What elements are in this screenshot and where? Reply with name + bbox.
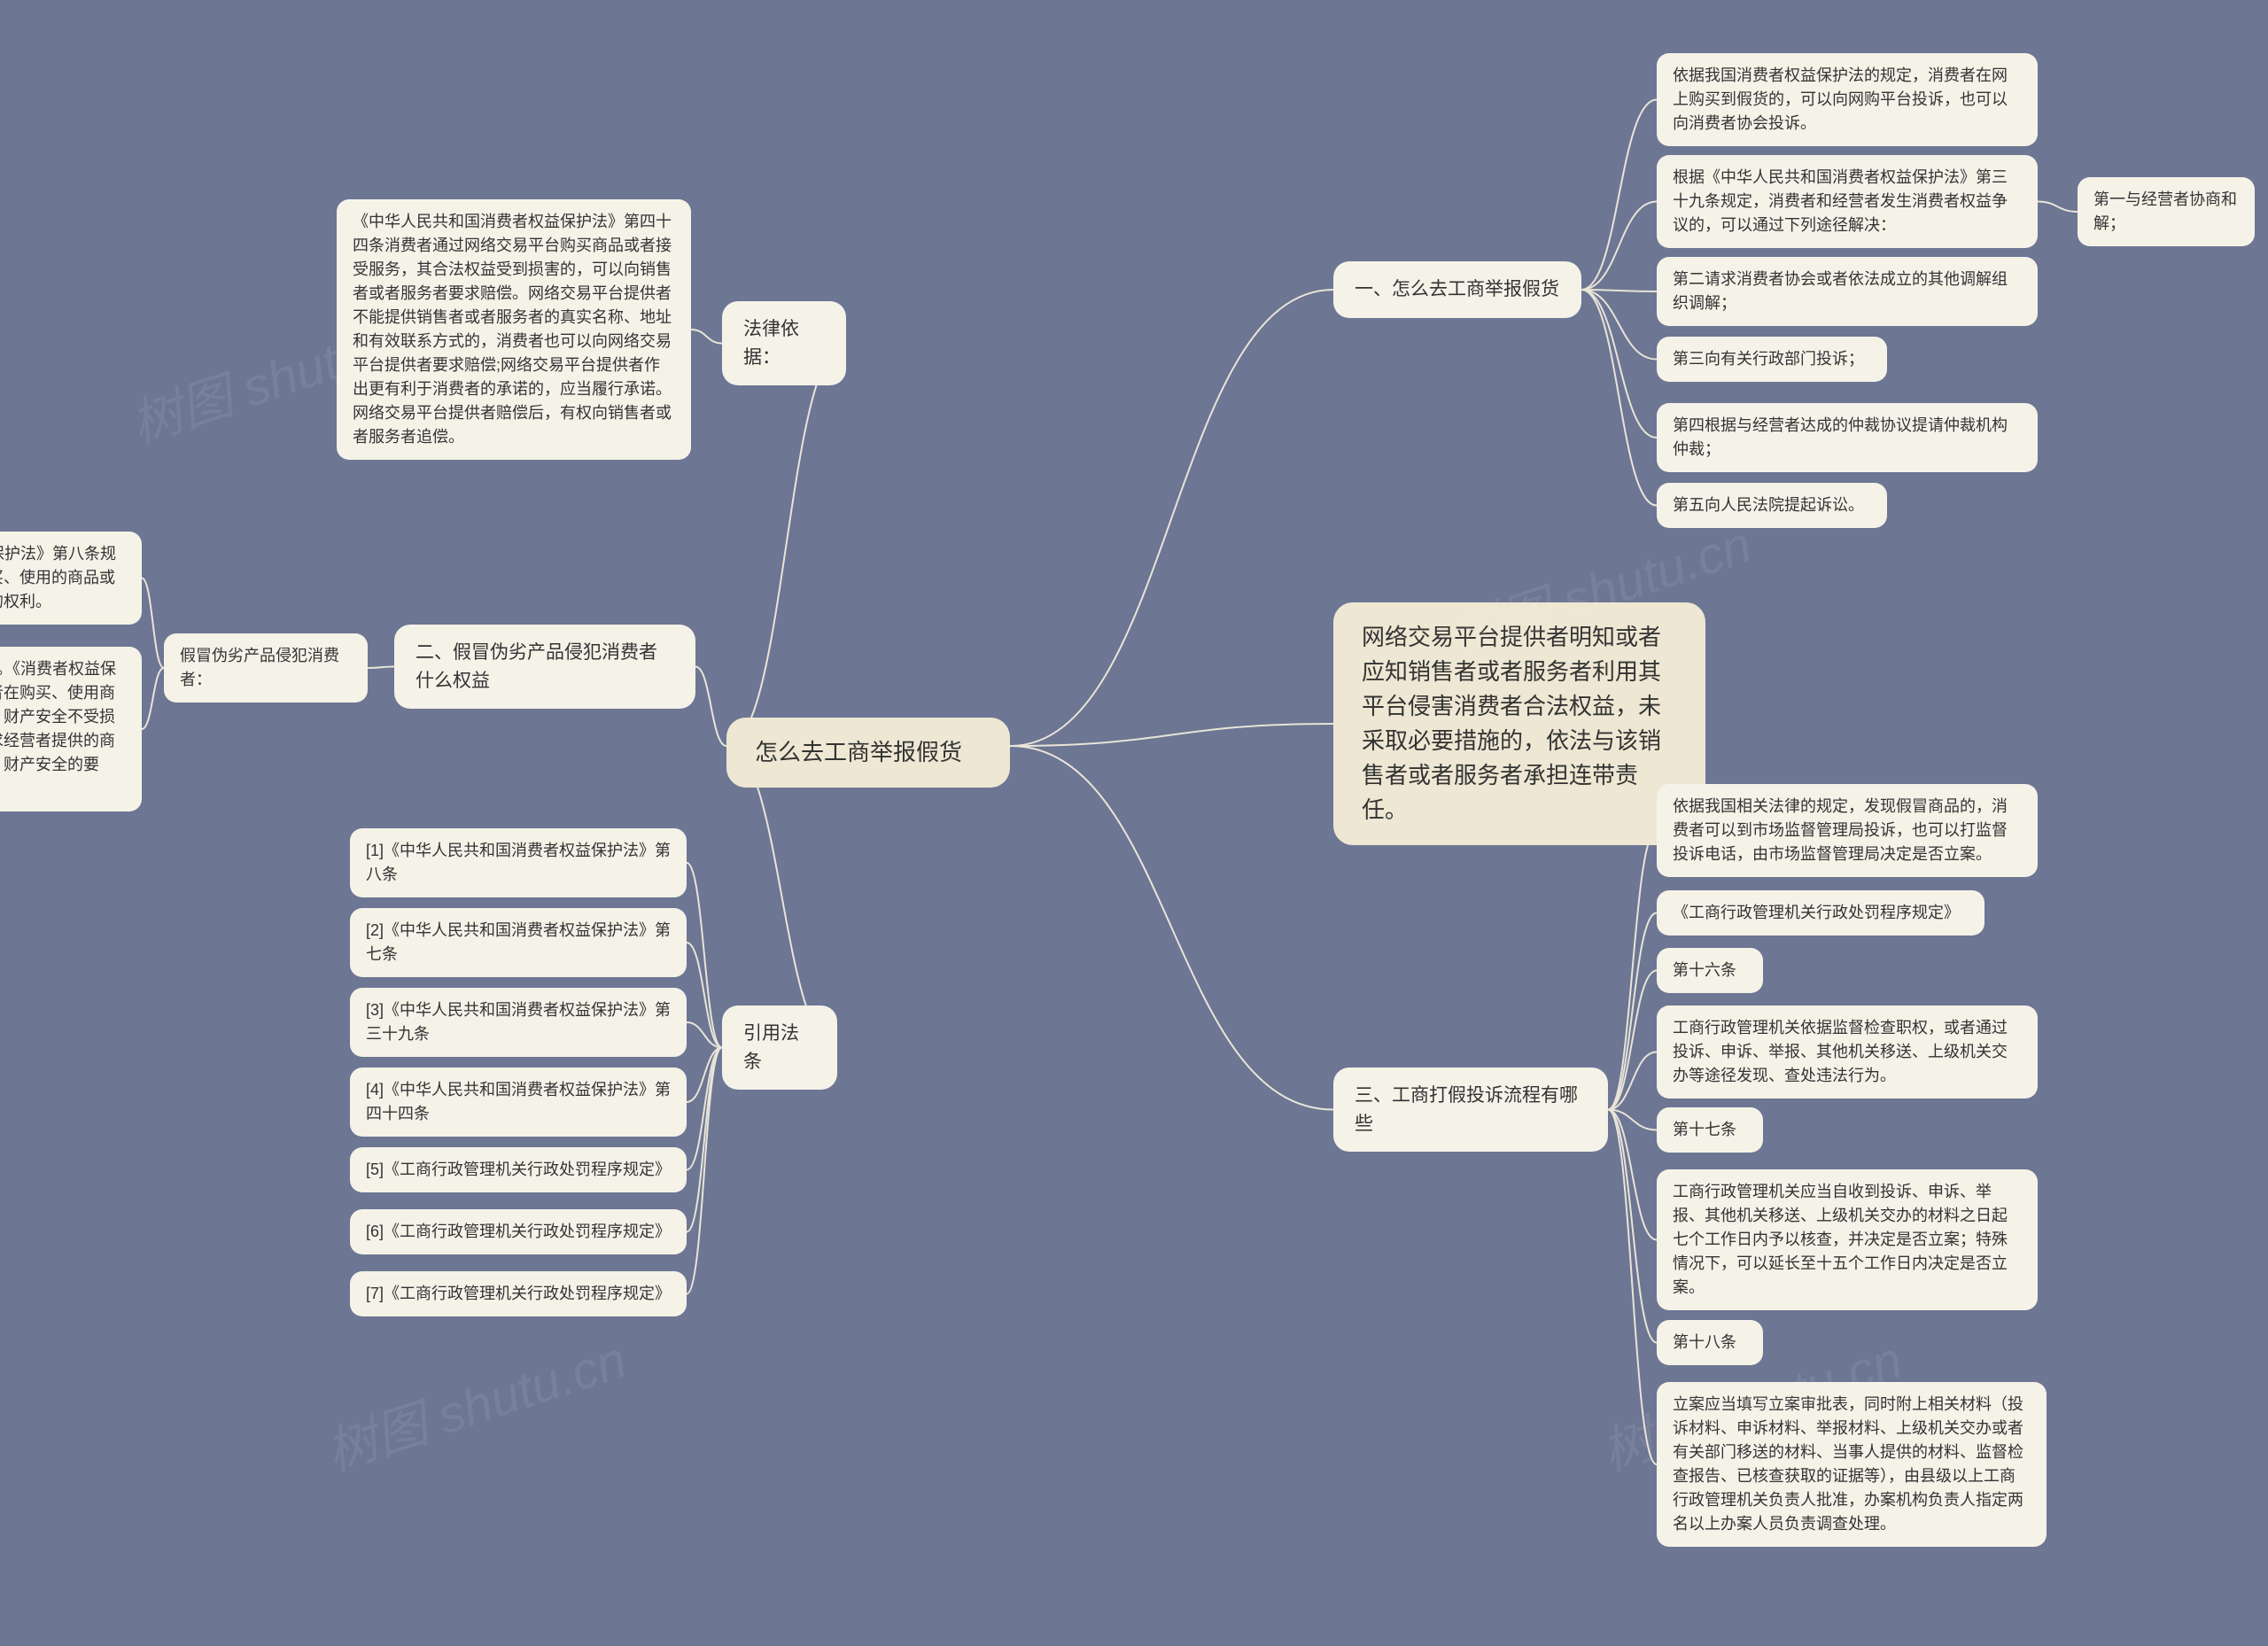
mindmap-node[interactable]: 网络交易平台提供者明知或者应知销售者或者服务者利用其平台侵害消费者合法权益，未采… [1333, 602, 1705, 845]
mindmap-node[interactable]: [4]《中华人民共和国消费者权益保护法》第四十四条 [350, 1068, 687, 1137]
mindmap-node[interactable]: 1、知情权。《消费者权益保护法》第八条规定：消费者享有知悉其购买、使用的商品或者… [0, 532, 142, 625]
mindmap-node[interactable]: [2]《中华人民共和国消费者权益保护法》第七条 [350, 908, 687, 977]
mindmap-node[interactable]: 第十六条 [1657, 948, 1763, 993]
mindmap-node[interactable]: 《工商行政管理机关行政处罚程序规定》 [1657, 890, 1984, 936]
mindmap-node[interactable]: 依据我国相关法律的规定，发现假冒商品的，消费者可以到市场监督管理局投诉，也可以打… [1657, 784, 2038, 877]
mindmap-node[interactable]: 引用法条 [722, 1005, 837, 1090]
mindmap-node[interactable]: 第一与经营者协商和解； [2078, 177, 2255, 246]
mindmap-node[interactable]: 2、可能会侵犯安全保障权。《消费者权益保护法》第七条规定：消费者在购买、使用商品… [0, 647, 142, 811]
mindmap-node[interactable]: 第二请求消费者协会或者依法成立的其他调解组织调解； [1657, 257, 2038, 326]
mindmap-node[interactable]: 工商行政管理机关依据监督检查职权，或者通过投诉、申诉、举报、其他机关移送、上级机… [1657, 1005, 2038, 1099]
mindmap-node[interactable]: 一、怎么去工商举报假货 [1333, 261, 1581, 318]
mindmap-node[interactable]: 依据我国消费者权益保护法的规定，消费者在网上购买到假货的，可以向网购平台投诉，也… [1657, 53, 2038, 146]
mindmap-node[interactable]: 立案应当填写立案审批表，同时附上相关材料（投诉材料、申诉材料、举报材料、上级机关… [1657, 1382, 2047, 1547]
mindmap-node[interactable]: 《中华人民共和国消费者权益保护法》第四十四条消费者通过网络交易平台购买商品或者接… [337, 199, 691, 460]
mindmap-node[interactable]: [5]《工商行政管理机关行政处罚程序规定》 [350, 1147, 687, 1192]
mindmap-node[interactable]: 第三向有关行政部门投诉； [1657, 337, 1887, 382]
mindmap-node[interactable]: 三、工商打假投诉流程有哪些 [1333, 1068, 1608, 1152]
mindmap-node[interactable]: [7]《工商行政管理机关行政处罚程序规定》 [350, 1271, 687, 1316]
mindmap-node[interactable]: 法律依据： [722, 301, 846, 385]
mindmap-node[interactable]: [3]《中华人民共和国消费者权益保护法》第三十九条 [350, 988, 687, 1057]
mindmap-node[interactable]: 假冒伪劣产品侵犯消费者： [164, 633, 368, 703]
mindmap-node[interactable]: 怎么去工商举报假货 [726, 718, 1010, 788]
mindmap-node[interactable]: 第五向人民法院提起诉讼。 [1657, 483, 1887, 528]
mindmap-node[interactable]: 第四根据与经营者达成的仲裁协议提请仲裁机构仲裁； [1657, 403, 2038, 472]
mindmap-node[interactable]: [6]《工商行政管理机关行政处罚程序规定》 [350, 1209, 687, 1254]
mindmap-node[interactable]: 第十八条 [1657, 1320, 1763, 1365]
mindmap-node[interactable]: 第十七条 [1657, 1107, 1763, 1153]
mindmap-node[interactable]: [1]《中华人民共和国消费者权益保护法》第八条 [350, 828, 687, 897]
mindmap-node[interactable]: 根据《中华人民共和国消费者权益保护法》第三十九条规定，消费者和经营者发生消费者权… [1657, 155, 2038, 248]
mindmap-node[interactable]: 工商行政管理机关应当自收到投诉、申诉、举报、其他机关移送、上级机关交办的材料之日… [1657, 1169, 2038, 1310]
mindmap-node[interactable]: 二、假冒伪劣产品侵犯消费者什么权益 [394, 625, 695, 709]
watermark: 树图 shutu.cn [315, 1318, 634, 1485]
